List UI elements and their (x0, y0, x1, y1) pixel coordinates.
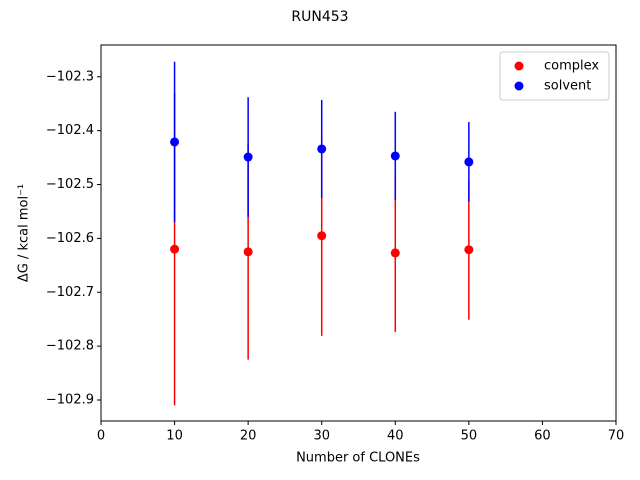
x-tick-label: 50 (461, 429, 478, 444)
y-tick-label: −102.6 (46, 231, 94, 246)
y-tick-label: −102.4 (46, 123, 94, 138)
marker (317, 144, 327, 154)
x-tick-label: 30 (313, 429, 330, 444)
marker (390, 248, 400, 258)
chart-title: RUN453 (291, 9, 348, 25)
legend-marker (514, 81, 524, 91)
marker (464, 157, 474, 167)
x-tick-label: 70 (608, 429, 625, 444)
marker (243, 247, 253, 257)
y-tick-label: −102.3 (46, 69, 94, 84)
legend-label: complex (544, 59, 599, 74)
legend-label: solvent (544, 79, 591, 94)
marker (317, 231, 327, 241)
marker (464, 245, 474, 255)
x-tick-label: 40 (387, 429, 404, 444)
marker (243, 152, 253, 162)
marker (170, 137, 180, 147)
legend-box (499, 51, 610, 101)
x-tick-label: 20 (240, 429, 257, 444)
x-axis-label: Number of CLONEs (296, 451, 420, 466)
plot-frame (100, 44, 617, 422)
y-axis-label: ΔG / kcal mol⁻¹ (17, 184, 32, 282)
y-tick-label: −102.7 (46, 285, 94, 300)
y-tick-label: −102.5 (46, 177, 94, 192)
marker (390, 151, 400, 161)
x-tick-label: 10 (166, 429, 183, 444)
marker (170, 244, 180, 254)
y-tick-label: −102.9 (46, 392, 94, 407)
x-tick-label: 60 (534, 429, 551, 444)
x-tick-label: 0 (97, 429, 105, 444)
y-tick-label: −102.8 (46, 339, 94, 354)
legend-marker (514, 61, 524, 71)
